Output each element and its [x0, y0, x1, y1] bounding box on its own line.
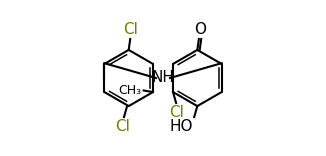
Text: NH: NH: [152, 71, 174, 85]
Text: O: O: [194, 22, 206, 37]
Text: Cl: Cl: [115, 119, 130, 134]
Text: Cl: Cl: [124, 22, 139, 37]
Text: CH₃: CH₃: [118, 84, 141, 97]
Text: Cl: Cl: [170, 105, 184, 120]
Text: HO: HO: [170, 119, 193, 134]
